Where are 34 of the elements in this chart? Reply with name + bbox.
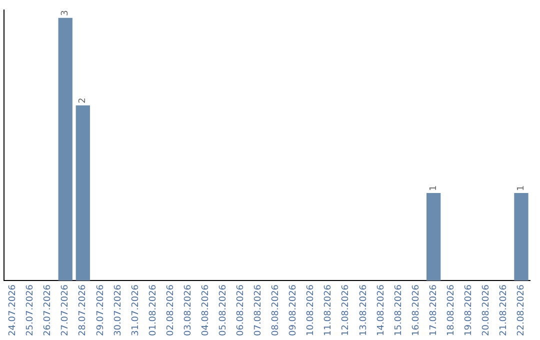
x-tick-label: 13.08.2026 xyxy=(358,284,369,336)
data-label: 1 xyxy=(516,185,527,191)
data-label: 1 xyxy=(428,185,439,191)
x-tick-label: 15.08.2026 xyxy=(394,284,404,336)
data-label: 2 xyxy=(78,98,88,104)
x-tick-label: 18.08.2026 xyxy=(446,284,456,336)
x-tick-label: 16.08.2026 xyxy=(411,284,422,336)
x-tick-label: 24.07.2026 xyxy=(8,284,18,336)
x-tick-label: 19.08.2026 xyxy=(464,284,474,336)
x-tick-label: 14.08.2026 xyxy=(376,284,386,336)
x-tick-label: 07.08.2026 xyxy=(254,284,264,336)
x-tick-label: 05.08.2026 xyxy=(218,284,229,336)
x-tick-label: 21.08.2026 xyxy=(499,284,510,336)
x-tick-label: 26.07.2026 xyxy=(43,284,54,336)
x-tick-label: 08.08.2026 xyxy=(271,284,282,336)
x-tick-label: 02.08.2026 xyxy=(166,284,176,336)
x-tick-label: 01.08.2026 xyxy=(148,284,158,336)
data-label: 3 xyxy=(60,10,71,16)
x-tick-label: 06.08.2026 xyxy=(236,284,246,336)
x-tick-label: 12.08.2026 xyxy=(341,284,352,336)
x-tick-label: 10.08.2026 xyxy=(306,284,316,336)
x-tick-label: 25.07.2026 xyxy=(26,284,36,336)
x-tick-label: 04.08.2026 xyxy=(200,284,211,336)
x-tick-label: 27.07.2026 xyxy=(60,284,71,336)
x-tick-label: 22.08.2026 xyxy=(516,284,527,336)
x-tick-label: 28.07.2026 xyxy=(78,284,88,336)
x-tick-label: 30.07.2026 xyxy=(113,284,124,336)
x-tick-label: 17.08.2026 xyxy=(428,284,439,336)
x-tick-label: 31.07.2026 xyxy=(130,284,141,336)
x-tick-label: 20.08.2026 xyxy=(482,284,492,336)
x-tick-label: 11.08.2026 xyxy=(324,284,334,336)
x-tick-label: 29.07.2026 xyxy=(96,284,106,336)
x-tick-label: 09.08.2026 xyxy=(288,284,299,336)
x-tick-label: 03.08.2026 xyxy=(183,284,194,336)
